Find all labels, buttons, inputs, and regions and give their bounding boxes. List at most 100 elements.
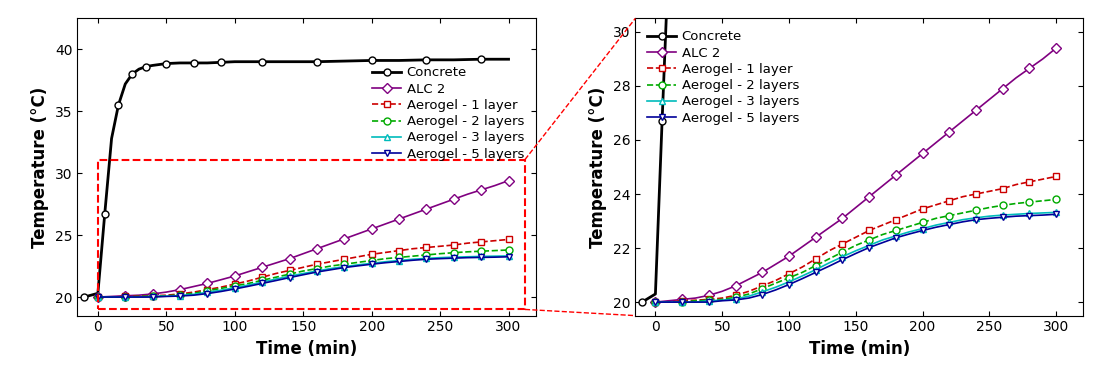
Aerogel - 5 layers — [702, 300, 715, 304]
Concrete — [311, 59, 324, 64]
Line: Aerogel - 3 layers: Aerogel - 3 layers — [652, 209, 1060, 306]
Aerogel - 3 layers — [835, 254, 849, 259]
Aerogel - 3 layers — [351, 263, 365, 267]
ALC 2 — [228, 274, 241, 278]
Aerogel - 3 layers — [502, 254, 515, 258]
Aerogel - 3 layers — [916, 226, 929, 231]
Aerogel - 3 layers — [92, 295, 105, 299]
Aerogel - 1 layer — [903, 212, 916, 217]
Concrete — [201, 61, 214, 65]
Aerogel - 3 layers — [982, 214, 996, 218]
Aerogel - 2 layers — [324, 264, 337, 268]
Concrete — [146, 63, 159, 68]
Aerogel - 5 layers — [1010, 214, 1023, 218]
Aerogel - 2 layers — [448, 251, 461, 255]
Aerogel - 1 layer — [242, 279, 255, 283]
Aerogel - 1 layer — [92, 295, 105, 299]
Aerogel - 5 layers — [365, 262, 378, 266]
Aerogel - 2 layers — [729, 295, 743, 299]
Concrete — [98, 212, 112, 216]
Aerogel - 1 layer — [782, 272, 796, 276]
Aerogel - 5 layers — [433, 257, 446, 261]
ALC 2 — [943, 130, 956, 134]
ALC 2 — [956, 119, 969, 123]
Aerogel - 1 layer — [433, 244, 446, 248]
Aerogel - 1 layer — [969, 192, 982, 196]
Aerogel - 1 layer — [228, 282, 241, 286]
Aerogel - 5 layers — [996, 215, 1009, 219]
Aerogel - 2 layers — [662, 300, 675, 304]
Aerogel - 1 layer — [916, 207, 929, 211]
Aerogel - 2 layers — [338, 262, 351, 266]
Aerogel - 3 layers — [433, 255, 446, 260]
Aerogel - 2 layers — [1023, 200, 1036, 204]
Aerogel - 1 layer — [675, 298, 688, 303]
ALC 2 — [1036, 57, 1050, 61]
Aerogel - 1 layer — [756, 284, 769, 288]
ALC 2 — [756, 270, 769, 275]
Aerogel - 1 layer — [729, 293, 743, 298]
Aerogel - 5 layers — [835, 258, 849, 262]
Aerogel - 3 layers — [379, 259, 392, 264]
Aerogel - 5 layers — [956, 219, 969, 224]
Concrete — [255, 59, 269, 64]
Concrete — [187, 61, 200, 65]
Aerogel - 5 layers — [324, 268, 337, 272]
Aerogel - 1 layer — [702, 297, 715, 302]
Aerogel - 2 layers — [201, 288, 214, 293]
Line: ALC 2: ALC 2 — [652, 45, 1060, 306]
ALC 2 — [996, 86, 1009, 91]
Aerogel - 1 layer — [943, 199, 956, 203]
Aerogel - 2 layers — [876, 232, 890, 237]
Aerogel - 5 layers — [502, 255, 515, 259]
Aerogel - 5 layers — [187, 293, 200, 297]
Concrete — [173, 61, 187, 65]
Aerogel - 5 layers — [662, 300, 675, 304]
ALC 2 — [338, 237, 351, 241]
ALC 2 — [876, 184, 890, 188]
Aerogel - 2 layers — [929, 216, 943, 221]
Aerogel - 3 layers — [173, 293, 187, 298]
ALC 2 — [982, 97, 996, 102]
Aerogel - 3 layers — [756, 290, 769, 294]
Aerogel - 5 layers — [649, 300, 662, 304]
Aerogel - 5 layers — [849, 251, 862, 256]
Aerogel - 3 layers — [338, 265, 351, 269]
ALC 2 — [379, 222, 392, 226]
Aerogel - 3 layers — [929, 223, 943, 227]
Aerogel - 3 layers — [214, 288, 228, 292]
Aerogel - 5 layers — [173, 294, 187, 298]
Aerogel - 1 layer — [1036, 177, 1050, 181]
Aerogel - 3 layers — [407, 257, 420, 261]
Aerogel - 3 layers — [474, 254, 487, 259]
Aerogel - 3 layers — [769, 285, 782, 290]
Aerogel - 1 layer — [769, 278, 782, 283]
Aerogel - 5 layers — [688, 300, 702, 304]
ALC 2 — [420, 207, 433, 211]
Aerogel - 5 layers — [351, 264, 365, 268]
Aerogel - 3 layers — [296, 271, 309, 276]
Aerogel - 3 layers — [488, 254, 502, 258]
Concrete — [112, 103, 125, 107]
Aerogel - 5 layers — [201, 291, 214, 296]
Aerogel - 2 layers — [809, 264, 822, 268]
Aerogel - 2 layers — [890, 228, 903, 233]
Aerogel - 3 layers — [649, 300, 662, 304]
Line: ALC 2: ALC 2 — [94, 177, 512, 301]
Concrete — [338, 59, 351, 63]
ALC 2 — [488, 184, 502, 188]
Aerogel - 5 layers — [769, 288, 782, 292]
ALC 2 — [311, 247, 324, 251]
ALC 2 — [929, 141, 943, 145]
Aerogel - 1 layer — [146, 294, 159, 298]
Aerogel - 5 layers — [133, 295, 146, 299]
Aerogel - 5 layers — [448, 256, 461, 260]
Aerogel - 2 layers — [488, 248, 502, 253]
ALC 2 — [407, 212, 420, 216]
Aerogel - 5 layers — [822, 264, 835, 268]
Line: Aerogel - 5 layers: Aerogel - 5 layers — [94, 253, 512, 301]
Aerogel - 2 layers — [796, 270, 809, 275]
Aerogel - 5 layers — [379, 261, 392, 265]
Aerogel - 3 layers — [133, 295, 146, 299]
Aerogel - 3 layers — [702, 298, 715, 303]
